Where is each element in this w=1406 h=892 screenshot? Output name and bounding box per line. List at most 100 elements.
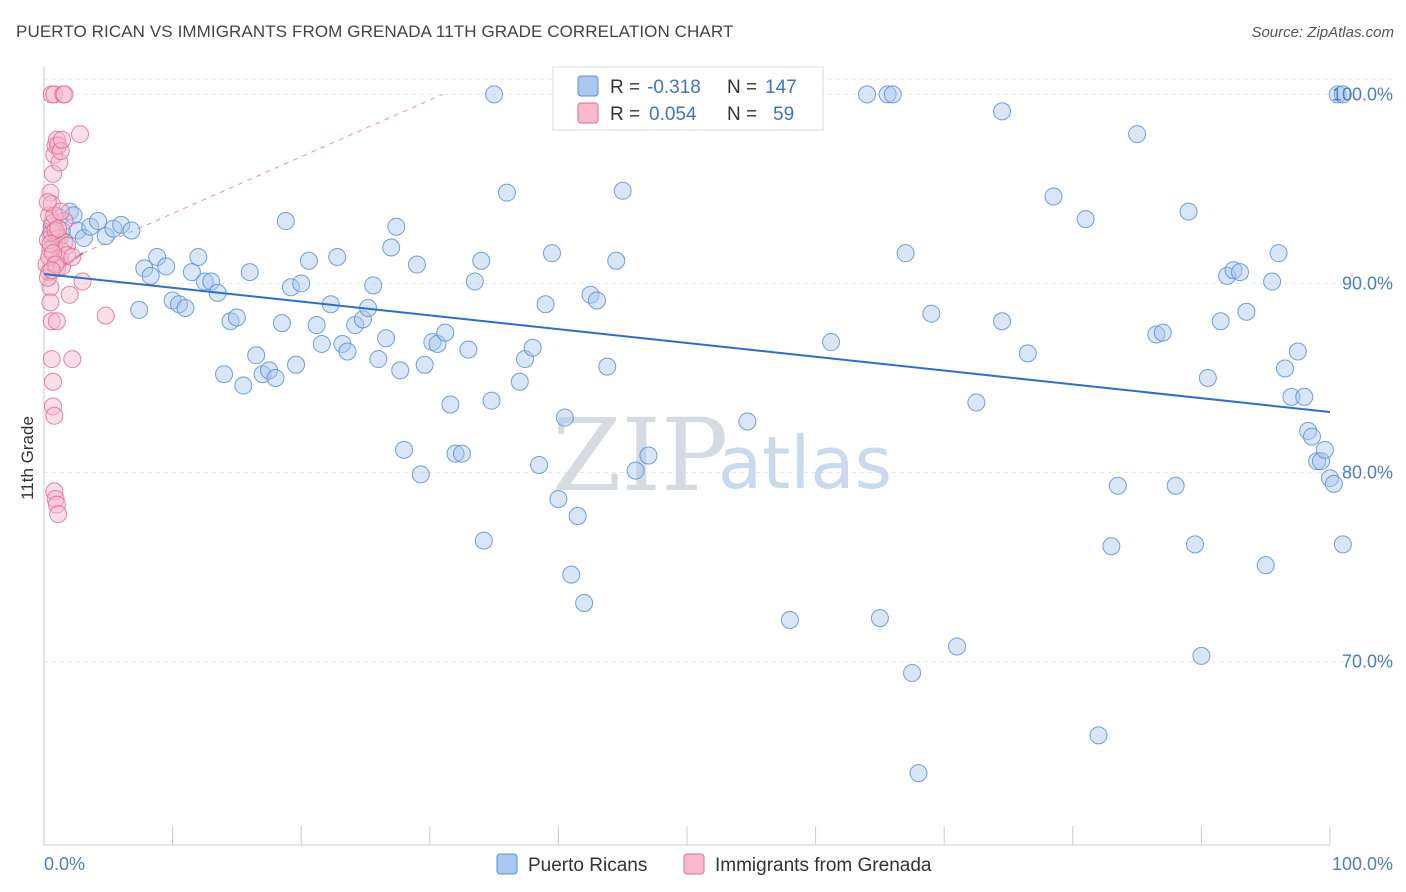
puerto-ricans-point-87 — [575, 593, 594, 612]
grenada-point-7 — [44, 372, 63, 391]
y-tick-labels: 70.0% 80.0% 90.0% 100.0% — [1332, 84, 1393, 671]
legend-swatch-pink — [577, 102, 599, 124]
puerto-ricans-point-33 — [234, 376, 253, 395]
puerto-ricans-point-72 — [472, 251, 491, 270]
y-tick-label-0: 70.0% — [1342, 652, 1393, 672]
puerto-ricans-point-15 — [112, 215, 131, 234]
puerto-ricans-point-44 — [299, 251, 318, 270]
puerto-ricans-point-71 — [465, 272, 484, 291]
grenada-point-10 — [45, 482, 64, 501]
puerto-ricans-point-116 — [1147, 325, 1166, 344]
puerto-ricans-point-123 — [1211, 312, 1230, 331]
puerto-ricans-point-20 — [148, 247, 167, 266]
legend-n-label-2: N = — [727, 104, 757, 125]
puerto-ricans-point-95 — [738, 412, 757, 431]
puerto-ricans-point-103 — [903, 663, 922, 682]
puerto-ricans-point-74 — [482, 391, 501, 410]
puerto-ricans-point-141 — [1324, 474, 1343, 493]
grenada-point-5 — [42, 312, 61, 331]
puerto-ricans-point-93 — [626, 461, 645, 480]
y-axis-label: 11th Grade — [18, 416, 37, 500]
grenada-point-33 — [55, 212, 74, 231]
puerto-ricans-point-48 — [328, 247, 347, 266]
puerto-ricans-point-10 — [74, 229, 93, 248]
grenada-point-17 — [44, 164, 63, 183]
puerto-ricans-point-84 — [555, 408, 574, 427]
trend-line-puerto-ricans — [43, 272, 1331, 414]
grenada-point-28 — [55, 85, 74, 104]
grenada-point-45 — [60, 285, 79, 304]
puerto-ricans-point-38 — [266, 368, 285, 387]
puerto-ricans-point-80 — [530, 455, 549, 474]
puerto-ricans-point-131 — [1275, 359, 1294, 378]
puerto-ricans-point-109 — [1018, 344, 1037, 363]
grenada-point-26 — [45, 85, 64, 104]
puerto-ricans-point-39 — [272, 314, 291, 333]
puerto-ricans-point-43 — [292, 274, 311, 293]
puerto-ricans-point-112 — [1089, 726, 1108, 745]
puerto-ricans-point-70 — [459, 340, 478, 359]
puerto-ricans-point-17 — [130, 300, 149, 319]
puerto-ricans-point-118 — [1166, 476, 1185, 495]
puerto-ricans-point-106 — [948, 637, 967, 656]
grenada-point-44 — [63, 247, 82, 266]
grid-lines — [44, 78, 1393, 663]
y-tick-label-1: 80.0% — [1342, 463, 1393, 483]
puerto-ricans-point-139 — [1315, 440, 1334, 459]
puerto-ricans-point-94 — [639, 446, 658, 465]
axes — [43, 66, 1331, 846]
puerto-ricans-point-60 — [395, 440, 414, 459]
puerto-ricans-point-18 — [135, 259, 154, 278]
puerto-ricans-point-127 — [1237, 302, 1256, 321]
puerto-ricans-point-35 — [247, 346, 266, 365]
puerto-ricans-point-25 — [182, 263, 201, 282]
puerto-ricans-point-56 — [377, 329, 396, 348]
puerto-ricans-point-97 — [822, 333, 841, 352]
puerto-ricans-point-144 — [1333, 85, 1352, 104]
bottom-legend-label-grenada: Immigrants from Grenada — [715, 855, 932, 876]
puerto-ricans-point-100 — [878, 85, 897, 104]
puerto-ricans-point-37 — [260, 361, 279, 380]
puerto-ricans-point-83 — [549, 489, 568, 508]
puerto-ricans-point-19 — [141, 266, 160, 285]
puerto-ricans-point-61 — [407, 255, 426, 274]
y-tick-label-3: 100.0% — [1332, 84, 1393, 104]
puerto-ricans-point-89 — [587, 291, 606, 310]
trend-group-grenada — [43, 93, 443, 281]
puerto-ricans-point-40 — [276, 212, 295, 231]
puerto-ricans-point-13 — [96, 227, 115, 246]
puerto-ricans-point-75 — [485, 85, 504, 104]
puerto-ricans-point-132 — [1282, 387, 1301, 406]
legend-n-value-2: 59 — [773, 104, 794, 125]
puerto-ricans-point-122 — [1198, 368, 1217, 387]
puerto-ricans-point-42 — [287, 355, 306, 374]
puerto-ricans-point-16 — [122, 221, 141, 240]
grenada-point-56 — [51, 202, 70, 221]
legend-r-label-1: R = — [610, 77, 640, 98]
puerto-ricans-point-108 — [993, 312, 1012, 331]
bottom-legend-swatch-pink — [683, 853, 705, 875]
legend-n-value-1: 147 — [765, 77, 797, 98]
puerto-ricans-point-99 — [870, 609, 889, 628]
puerto-ricans-point-59 — [391, 361, 410, 380]
puerto-ricans-point-145 — [993, 102, 1012, 121]
puerto-ricans-point-68 — [446, 444, 465, 463]
grenada-point-55 — [49, 219, 68, 238]
puerto-ricans-point-105 — [922, 304, 941, 323]
puerto-ricans-point-129 — [1263, 272, 1282, 291]
puerto-ricans-point-79 — [523, 338, 542, 357]
puerto-ricans-point-117 — [1153, 323, 1172, 342]
puerto-ricans-point-26 — [189, 247, 208, 266]
x-tick-label-max: 100.0% — [1332, 854, 1393, 874]
puerto-ricans-point-27 — [195, 272, 214, 291]
puerto-ricans-point-34 — [240, 263, 259, 282]
puerto-ricans-point-86 — [568, 507, 587, 526]
bottom-legend-label-puerto-ricans: Puerto Ricans — [528, 855, 647, 876]
puerto-ricans-point-21 — [157, 257, 176, 276]
puerto-ricans-point-69 — [452, 444, 471, 463]
puerto-ricans-point-104 — [909, 764, 928, 783]
trend-group-puerto-ricans — [43, 272, 1331, 414]
legend-box: R = -0.318 N = 147 R = 0.054 N = 59 — [552, 66, 824, 131]
puerto-ricans-point-76 — [497, 183, 516, 202]
grenada-point-39 — [46, 221, 65, 240]
